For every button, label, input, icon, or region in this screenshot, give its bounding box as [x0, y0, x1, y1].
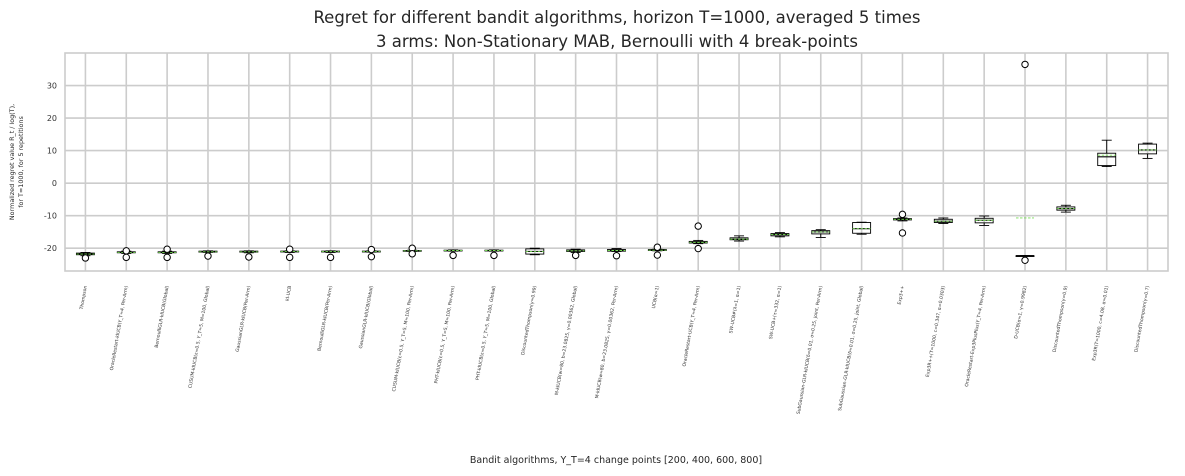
box: [852, 222, 872, 234]
outlier-point: [653, 243, 662, 251]
outlier-point: [449, 251, 457, 260]
y-tick-label: -10: [44, 212, 57, 221]
outlier-point: [81, 254, 90, 262]
outlier-point: [367, 252, 376, 261]
outlier-point: [367, 245, 376, 254]
outlier-point: [898, 229, 907, 237]
x-tick-label: Thompson: [79, 285, 89, 311]
outlier-point: [898, 210, 907, 219]
outlier-point: [163, 253, 171, 262]
y-tick-label: 20: [47, 114, 57, 123]
outlier-point: [285, 253, 294, 262]
chart-title-line1: Regret for different bandit algorithms, …: [313, 8, 920, 27]
y-axis-label-line2: for T=1000, for 5 repetitions: [17, 116, 25, 208]
plot-frame: [64, 52, 1169, 272]
box: [1097, 152, 1117, 167]
outlier-point: [204, 252, 212, 260]
outlier-point: [326, 253, 335, 262]
outlier-point: [490, 251, 498, 260]
outlier-point: [653, 251, 662, 259]
y-axis-label-line1: Normalized regret value R_t / log(T),: [8, 104, 16, 220]
outlier-point: [1021, 60, 1029, 69]
y-tick-label: 10: [47, 147, 57, 156]
outlier-point: [694, 244, 702, 253]
x-tick-label: kl-UCB: [285, 285, 294, 301]
y-tick-label: -20: [44, 244, 57, 253]
outlier-point: [245, 253, 253, 261]
x-tick-label: Exp3++: [897, 285, 906, 305]
outlier-point: [122, 253, 130, 262]
y-tick-label: 0: [52, 179, 57, 188]
x-tick-label: UCB(α=1): [651, 285, 661, 309]
outlier-point: [694, 222, 702, 230]
outlier-point: [612, 252, 621, 260]
outlier-point: [408, 250, 416, 258]
outlier-point: [285, 245, 294, 253]
y-tick-label: 30: [47, 82, 57, 91]
outlier-point: [1021, 256, 1029, 264]
outlier-point: [122, 247, 130, 255]
outlier-point: [571, 251, 580, 260]
outlier-point: [163, 245, 171, 253]
chart-title-line2: 3 arms: Non-Stationary MAB, Bernoulli wi…: [376, 32, 858, 51]
x-axis-label: Bandit algorithms, Υ_T=4 change points […: [470, 455, 762, 466]
box: [1138, 143, 1158, 155]
